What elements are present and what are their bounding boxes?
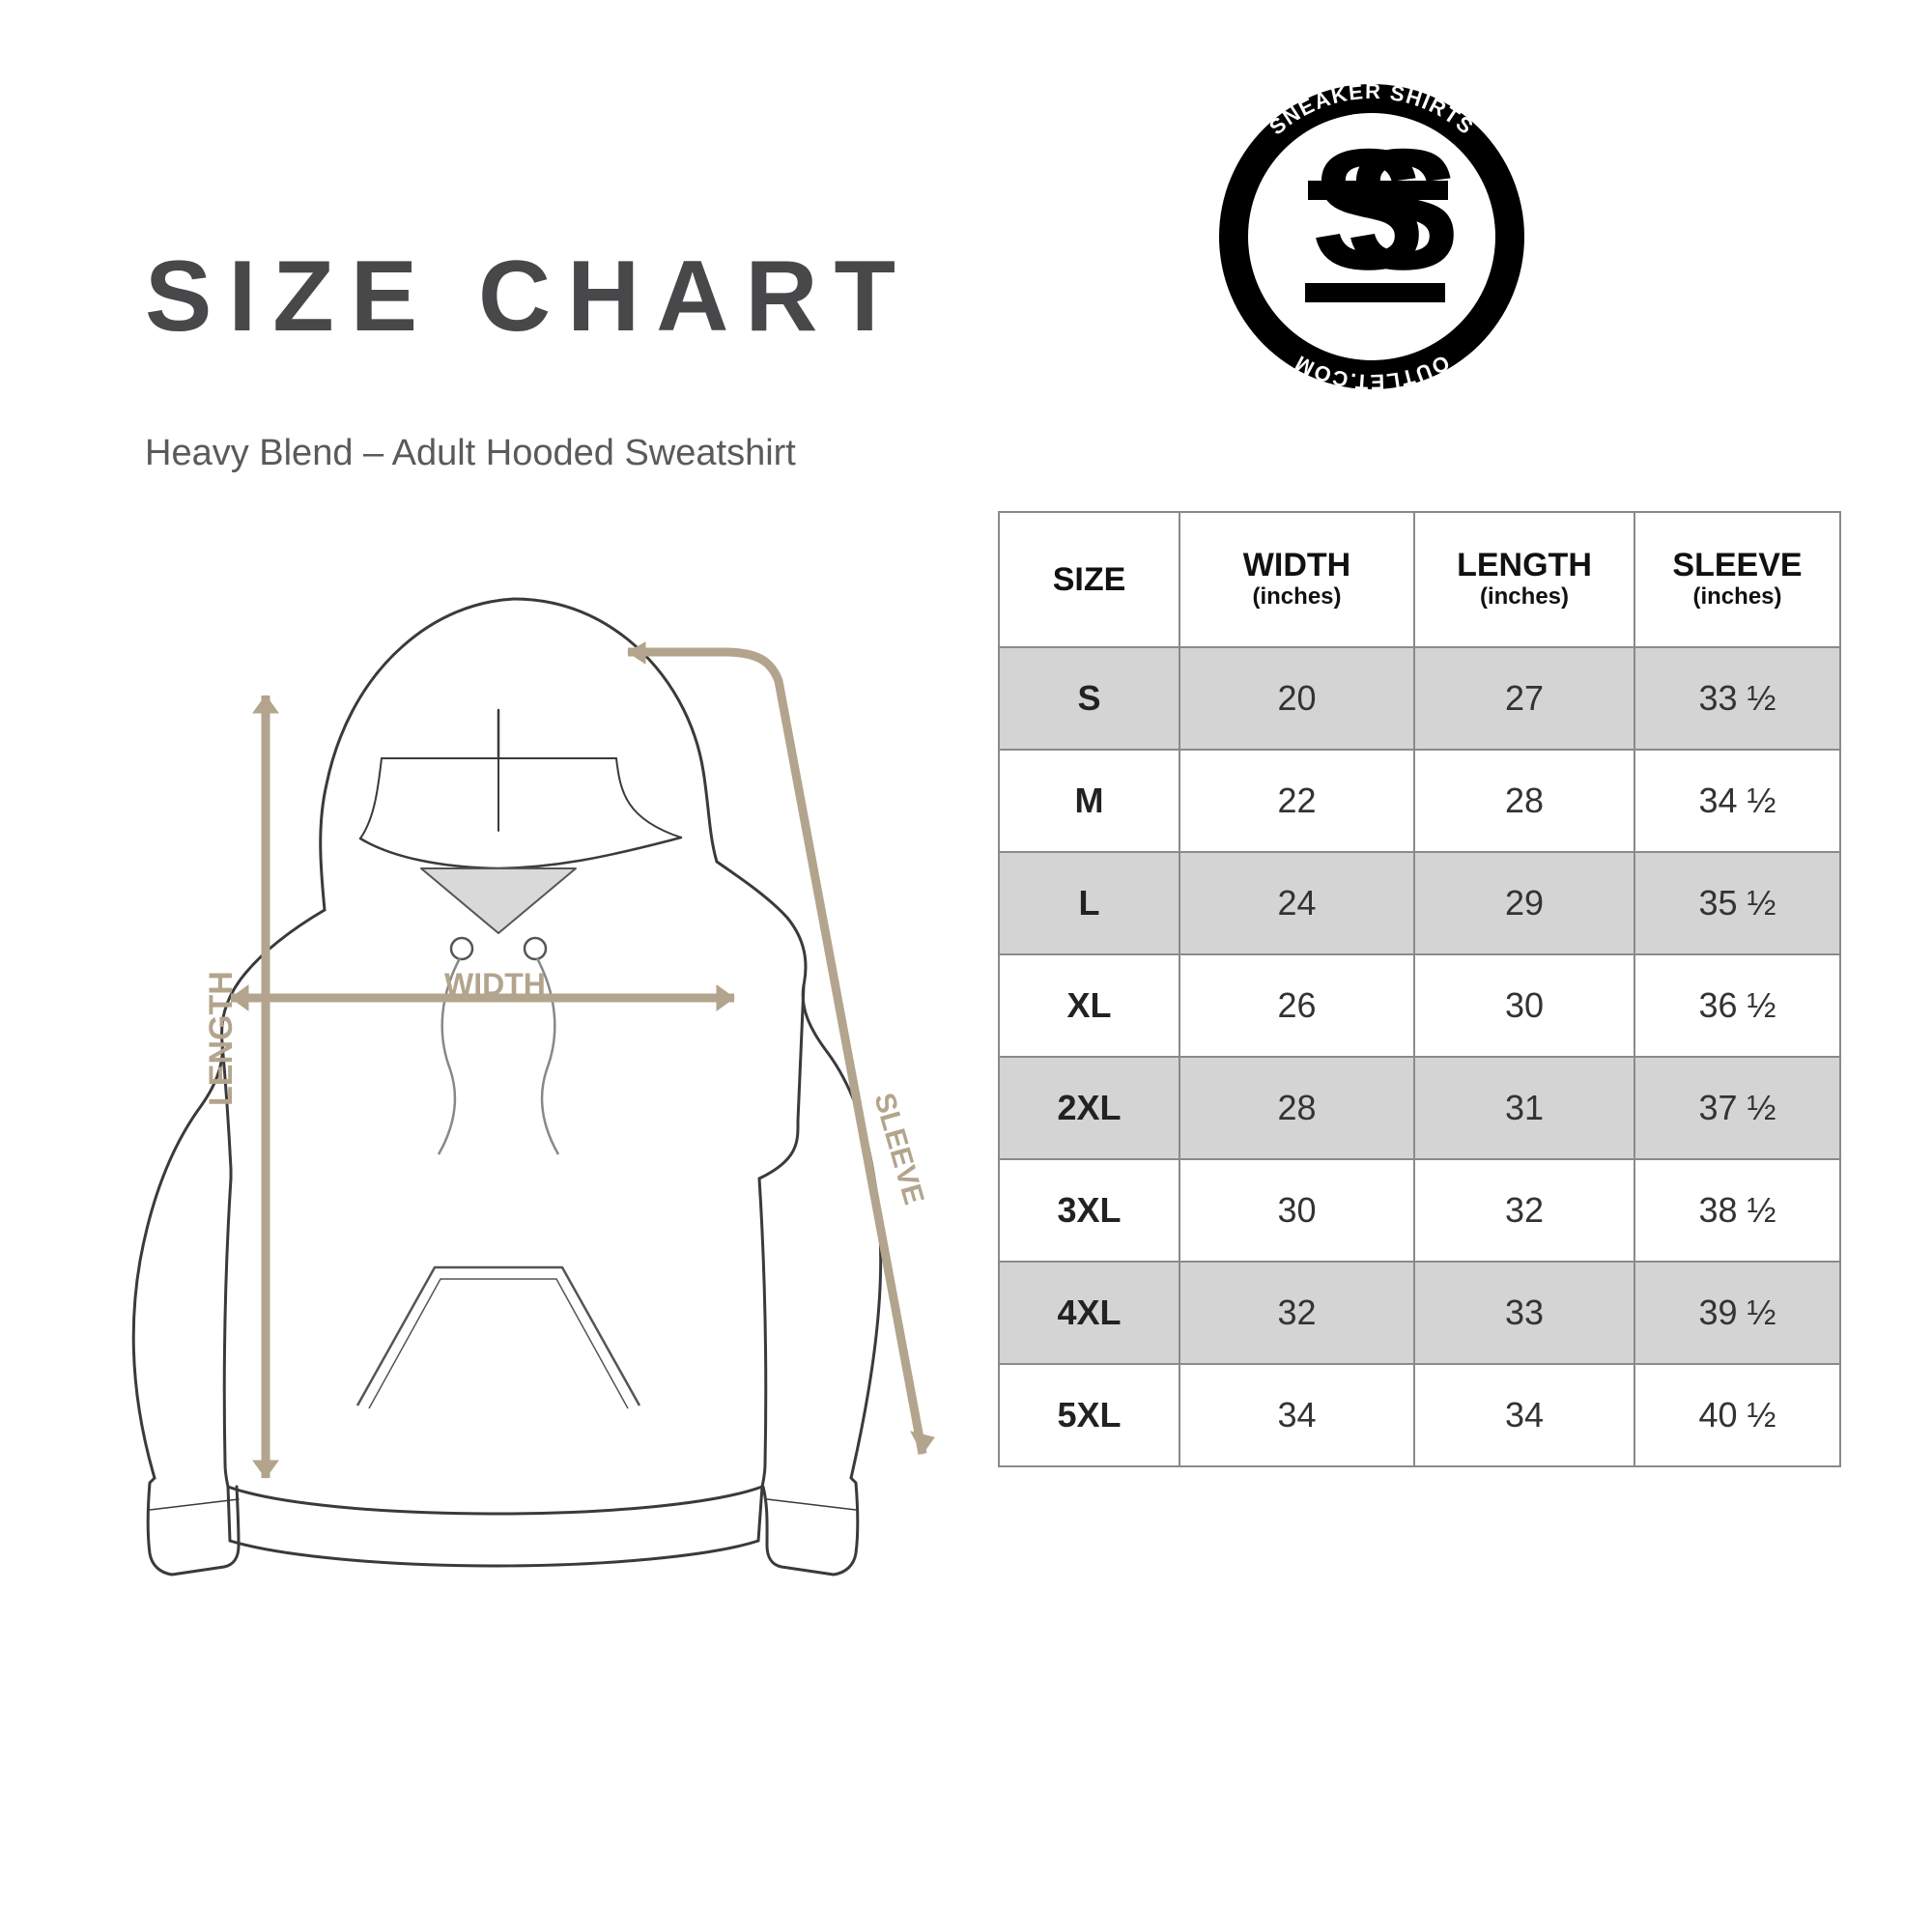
svg-text:LENGTH: LENGTH	[203, 971, 240, 1106]
svg-text:S: S	[1346, 113, 1461, 305]
svg-text:WIDTH: WIDTH	[444, 967, 546, 1002]
